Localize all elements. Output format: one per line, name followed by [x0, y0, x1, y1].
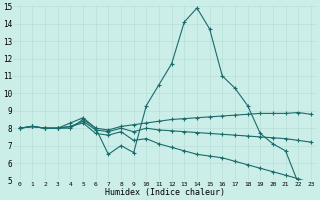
X-axis label: Humidex (Indice chaleur): Humidex (Indice chaleur) [105, 188, 225, 197]
